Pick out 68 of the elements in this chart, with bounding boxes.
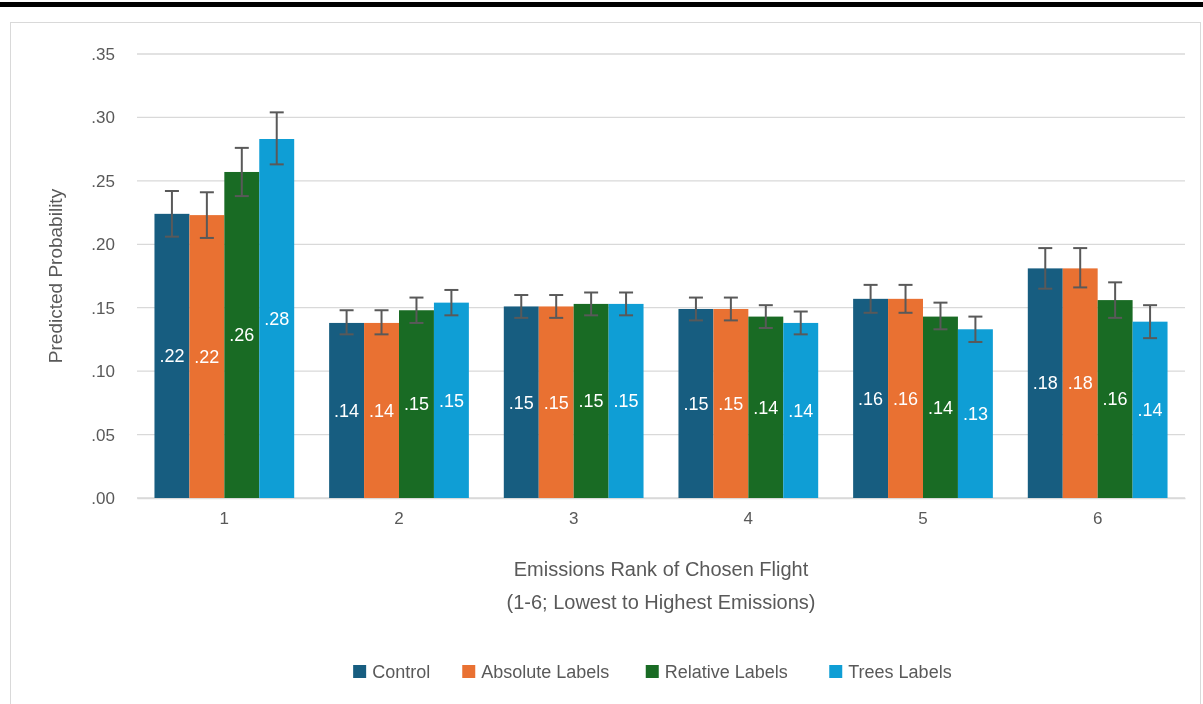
bar <box>503 306 539 498</box>
bar <box>154 213 190 498</box>
x-tick-label: 1 <box>219 509 230 529</box>
data-label: .22 <box>194 346 220 367</box>
bar <box>364 322 399 498</box>
bar <box>189 215 225 498</box>
bar <box>329 322 365 498</box>
data-label: .14 <box>369 400 395 421</box>
data-label: .14 <box>788 400 814 421</box>
data-label: .15 <box>683 393 709 414</box>
data-label: .15 <box>543 392 569 413</box>
y-tick-label: .20 <box>91 235 115 255</box>
bar <box>1097 300 1133 498</box>
bar <box>678 308 714 498</box>
bar <box>853 298 889 498</box>
x-tick-label: 3 <box>568 509 579 529</box>
y-tick-label: .35 <box>91 44 115 64</box>
bar <box>1027 268 1063 498</box>
data-label: .15 <box>718 393 744 414</box>
legend-label: Trees Labels <box>848 662 952 683</box>
data-label: .14 <box>927 397 953 418</box>
data-label: .14 <box>334 400 360 421</box>
data-label: .28 <box>264 308 290 329</box>
x-tick-label: 5 <box>918 509 928 529</box>
bar <box>224 171 260 498</box>
x-tick-label: 6 <box>1092 509 1103 529</box>
bar <box>433 302 469 498</box>
bar <box>957 329 993 498</box>
data-label: .14 <box>1137 400 1163 421</box>
data-label: .15 <box>438 390 464 411</box>
legend-label: Control <box>372 662 431 683</box>
legend-label: Relative Labels <box>664 662 788 683</box>
y-axis-title: Predicted Probability <box>45 188 66 364</box>
data-label: .15 <box>578 391 604 412</box>
y-tick-label: .30 <box>91 108 115 128</box>
data-label: .22 <box>159 346 185 367</box>
data-label: .26 <box>229 325 255 346</box>
y-tick-label: .10 <box>91 362 115 382</box>
data-label: .15 <box>613 391 639 412</box>
y-tick-label: .00 <box>91 488 115 508</box>
data-label: .15 <box>508 392 534 413</box>
data-label: .18 <box>1032 373 1058 394</box>
bar <box>573 303 609 498</box>
bar <box>783 322 819 498</box>
x-tick-label: 4 <box>743 509 754 529</box>
x-tick-label: 2 <box>394 509 404 529</box>
bar <box>1132 321 1168 498</box>
bar <box>748 316 784 498</box>
data-label: .16 <box>893 388 919 409</box>
legend-label: Absolute Labels <box>481 662 610 683</box>
x-axis-title: Emissions Rank of Chosen Flight (1-6; Lowest to Highest Emissions) <box>506 558 816 613</box>
bar <box>923 316 958 498</box>
data-label: .13 <box>962 403 988 424</box>
bar <box>538 306 574 498</box>
y-tick-label: .05 <box>91 425 115 445</box>
bar <box>259 138 295 498</box>
data-label: .14 <box>753 397 779 418</box>
data-label: .15 <box>403 394 429 415</box>
bar <box>888 298 923 498</box>
y-tick-label: .25 <box>91 171 115 191</box>
data-label: .16 <box>1102 389 1128 410</box>
bar <box>608 303 644 498</box>
bar <box>399 310 434 498</box>
bar <box>713 308 749 498</box>
bar <box>1062 268 1098 498</box>
y-tick-label: .15 <box>91 298 115 318</box>
data-label: .18 <box>1067 373 1093 394</box>
data-label: .16 <box>858 388 884 409</box>
